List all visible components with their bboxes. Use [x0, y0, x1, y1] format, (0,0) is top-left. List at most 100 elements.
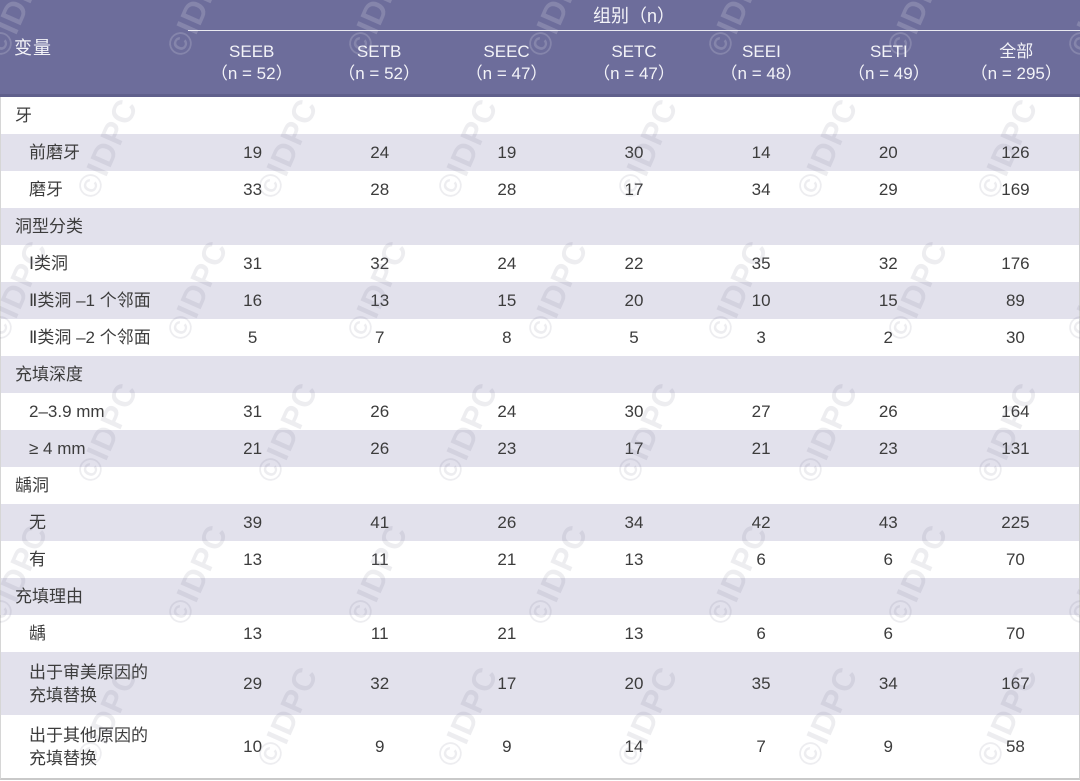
- cell-value: 28: [370, 179, 390, 199]
- column-n: （n = 47）: [465, 63, 548, 83]
- cell-value: 11: [370, 549, 389, 569]
- cell-value: 5: [247, 327, 258, 347]
- cell-value: 31: [243, 253, 263, 273]
- cell-value: 26: [370, 438, 390, 458]
- section-row: 洞型分类: [1, 208, 1079, 245]
- cell-value: 17: [497, 673, 517, 693]
- cell-value: 14: [751, 142, 771, 162]
- column-header-total: 全部 （n = 295）: [953, 41, 1080, 85]
- cell-value: 164: [1001, 401, 1030, 421]
- cell-value: 5: [629, 327, 639, 347]
- cell-value: 13: [243, 623, 263, 643]
- data-row: Ⅱ类洞 –2 个邻面 5 7 8 5 3 2 30: [1, 319, 1079, 356]
- group-columns-header: 组别（n） SEEB （n = 52） SETB （n = 52） SEEC （…: [188, 0, 1080, 94]
- cell-value: 89: [1005, 290, 1025, 310]
- column-name: 全部: [999, 41, 1034, 61]
- row-label: 洞型分类: [15, 217, 83, 236]
- row-label: ≥ 4 mm: [29, 439, 86, 458]
- cell-value: 13: [370, 290, 390, 310]
- row-label: 充填理由: [15, 587, 83, 606]
- cell-value: 31: [243, 401, 263, 421]
- cell-value: 19: [497, 142, 517, 162]
- cell-value: 27: [751, 401, 771, 421]
- cell-value: 10: [243, 736, 263, 756]
- cell-value: 23: [497, 438, 517, 458]
- cell-value: 21: [243, 438, 263, 458]
- cell-value: 9: [374, 736, 385, 756]
- cell-value: 21: [751, 438, 771, 458]
- data-row: Ⅱ类洞 –1 个邻面 16 13 15 20 10 15 89: [1, 282, 1079, 319]
- cell-value: 58: [1005, 736, 1025, 756]
- data-row: ≥ 4 mm 21 26 23 17 21 23 131: [1, 430, 1079, 467]
- table-body: 牙前磨牙 19 24 19 30 14 20 126 磨牙 33 28 28 17 34 29 169 洞型分类…: [0, 97, 1080, 780]
- variable-column-header: 变量: [0, 0, 188, 94]
- cell-value: 32: [370, 253, 390, 273]
- cell-value: 30: [624, 401, 644, 421]
- cell-value: 7: [756, 736, 766, 756]
- cell-value: 6: [883, 623, 893, 643]
- row-label: 龋: [29, 624, 46, 643]
- cell-value: 43: [878, 512, 898, 532]
- column-n: （n = 295）: [970, 63, 1062, 83]
- row-label: 前磨牙: [29, 143, 80, 162]
- group-title: 组别（n）: [188, 0, 1080, 31]
- section-row: 充填理由: [1, 578, 1079, 615]
- cell-value: 8: [502, 327, 512, 347]
- cell-value: 167: [1001, 673, 1030, 693]
- cell-value: 70: [1005, 623, 1025, 643]
- row-label: 2–3.9 mm: [29, 402, 105, 421]
- cell-value: 6: [756, 549, 766, 569]
- cell-value: 30: [1005, 327, 1025, 347]
- group-subcolumns: SEEB （n = 52） SETB （n = 52） SEEC （n = 47…: [188, 31, 1080, 94]
- column-name: SEEC: [483, 41, 530, 61]
- cell-value: 35: [751, 673, 771, 693]
- cell-value: 20: [624, 673, 644, 693]
- cell-value: 24: [497, 253, 517, 273]
- cell-value: 34: [878, 673, 898, 693]
- cell-value: 33: [243, 179, 263, 199]
- cell-value: 14: [624, 736, 644, 756]
- column-n: （n = 47）: [593, 63, 675, 83]
- cell-value: 3: [756, 327, 766, 347]
- data-row: 龋 13 11 21 13 6 6 70: [1, 615, 1079, 652]
- row-label: 出于其他原因的 充填替换: [29, 725, 148, 768]
- column-name: SEEB: [229, 41, 275, 61]
- column-header-seeb: SEEB （n = 52）: [188, 41, 315, 85]
- cell-value: 42: [751, 512, 771, 532]
- data-row: Ⅰ类洞 31 32 24 22 35 32 176: [1, 245, 1079, 282]
- cell-value: 32: [370, 673, 390, 693]
- row-label: 牙: [15, 106, 32, 125]
- cell-value: 32: [878, 253, 898, 273]
- cell-value: 26: [878, 401, 898, 421]
- cell-value: 26: [497, 512, 517, 532]
- cell-value: 225: [1001, 512, 1030, 532]
- cell-value: 13: [243, 549, 263, 569]
- row-label: Ⅰ类洞: [29, 254, 69, 273]
- cell-value: 35: [751, 253, 771, 273]
- cell-value: 13: [624, 549, 644, 569]
- cell-value: 6: [883, 549, 893, 569]
- cell-value: 16: [243, 290, 263, 310]
- column-header-setb: SETB （n = 52）: [315, 41, 442, 85]
- cell-value: 17: [624, 438, 644, 458]
- cell-value: 21: [497, 623, 517, 643]
- cell-value: 7: [374, 327, 385, 347]
- cell-value: 19: [243, 142, 263, 162]
- data-row: 出于其他原因的 充填替换 10 9 9 14 7 9 58: [1, 715, 1079, 778]
- section-row: 牙: [1, 97, 1079, 134]
- cell-value: 2: [883, 327, 893, 347]
- column-n: （n = 52）: [338, 63, 420, 83]
- cell-value: 26: [370, 401, 390, 421]
- cell-value: 70: [1005, 549, 1025, 569]
- row-label: Ⅱ类洞 –1 个邻面: [29, 291, 151, 310]
- column-header-seec: SEEC （n = 47）: [443, 41, 570, 85]
- column-name: SETB: [356, 41, 402, 61]
- row-label: 磨牙: [29, 180, 63, 199]
- cell-value: 17: [624, 179, 644, 199]
- cell-value: 6: [756, 623, 766, 643]
- row-label: 龋洞: [15, 476, 49, 495]
- data-row: 前磨牙 19 24 19 30 14 20 126: [1, 134, 1079, 171]
- section-row: 龋洞: [1, 467, 1079, 504]
- data-row: 出于审美原因的 充填替换 29 32 17 20 35 34 167: [1, 652, 1079, 715]
